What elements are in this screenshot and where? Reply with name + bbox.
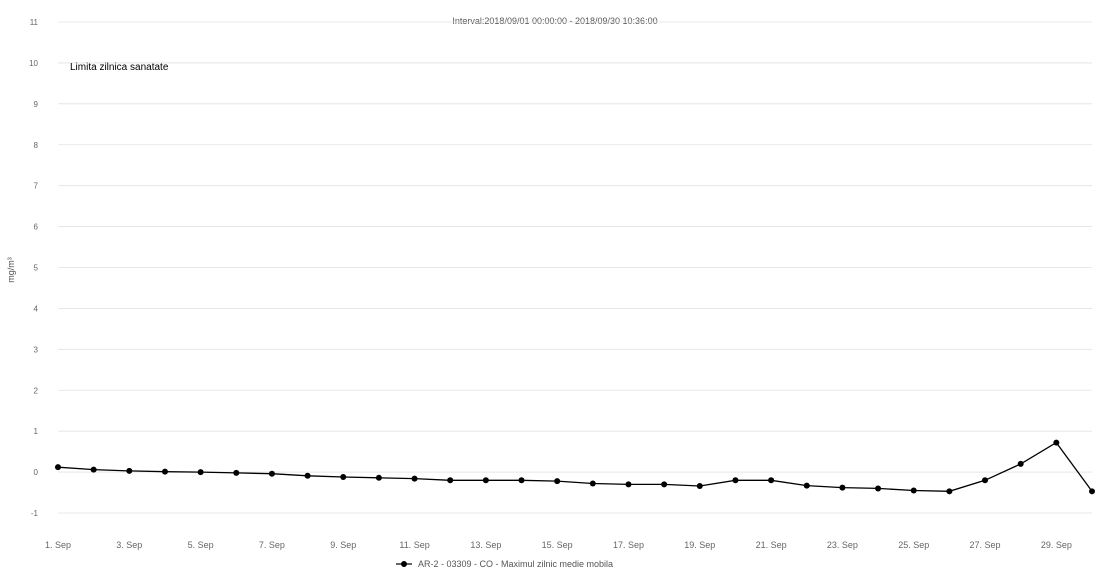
x-tick-label: 5. Sep xyxy=(188,540,214,550)
y-tick-label: -1 xyxy=(31,509,39,518)
y-axis-label: mg/m³ xyxy=(6,257,16,283)
data-point[interactable] xyxy=(197,469,204,476)
y-tick-label: 10 xyxy=(29,59,38,68)
y-tick-label: 8 xyxy=(34,141,39,150)
data-point[interactable] xyxy=(375,474,382,481)
legend-marker xyxy=(401,561,407,567)
x-tick-label: 13. Sep xyxy=(470,540,501,550)
data-point[interactable] xyxy=(696,482,703,489)
data-point[interactable] xyxy=(732,477,739,484)
x-tick-label: 23. Sep xyxy=(827,540,858,550)
data-point[interactable] xyxy=(982,477,989,484)
series-layer xyxy=(55,439,1095,495)
y-tick-label: 2 xyxy=(34,386,39,395)
x-tick-label: 7. Sep xyxy=(259,540,285,550)
data-point[interactable] xyxy=(233,469,240,476)
data-point[interactable] xyxy=(661,481,668,488)
data-point[interactable] xyxy=(482,477,489,484)
x-tick-label: 25. Sep xyxy=(898,540,929,550)
series-line xyxy=(57,441,1093,492)
data-point[interactable] xyxy=(803,482,810,489)
data-point[interactable] xyxy=(304,472,311,479)
data-point[interactable] xyxy=(126,467,133,474)
data-point[interactable] xyxy=(554,478,561,485)
x-tick-label: 3. Sep xyxy=(116,540,142,550)
data-point[interactable] xyxy=(875,485,882,492)
data-point[interactable] xyxy=(1053,439,1060,446)
data-point[interactable] xyxy=(589,480,596,487)
legend-label: AR-2 - 03309 - CO - Maximul zilnic medie… xyxy=(418,559,613,569)
data-point[interactable] xyxy=(768,477,775,484)
gridlines xyxy=(58,21,1092,514)
data-point[interactable] xyxy=(447,477,454,484)
y-tick-label: 4 xyxy=(34,304,39,313)
data-point[interactable] xyxy=(839,484,846,491)
data-point[interactable] xyxy=(910,487,917,494)
data-point[interactable] xyxy=(1089,488,1095,495)
data-point[interactable] xyxy=(411,475,418,482)
limit-annotation: Limita zilnica sanatate xyxy=(70,62,169,73)
y-tick-label: 5 xyxy=(34,264,39,273)
data-point[interactable] xyxy=(1017,460,1024,467)
x-tick-label: 29. Sep xyxy=(1041,540,1072,550)
data-point[interactable] xyxy=(268,470,275,477)
x-tick-label: 11. Sep xyxy=(399,540,429,550)
y-axis-ticks: -1 0 1 2 3 4 5 6 7 8 9 10 11 xyxy=(29,18,38,518)
y-tick-label: 11 xyxy=(30,18,39,27)
x-tick-label: 21. Sep xyxy=(756,540,787,550)
y-tick-label: 1 xyxy=(34,427,39,436)
data-point[interactable] xyxy=(946,488,953,495)
y-tick-label: 0 xyxy=(34,468,39,477)
y-tick-label: 3 xyxy=(34,345,39,354)
legend[interactable]: AR-2 - 03309 - CO - Maximul zilnic medie… xyxy=(396,559,613,569)
data-point[interactable] xyxy=(340,473,347,480)
data-point[interactable] xyxy=(625,481,632,488)
y-tick-label: 6 xyxy=(34,223,39,232)
data-point[interactable] xyxy=(161,468,168,475)
x-tick-label: 1. Sep xyxy=(45,540,71,550)
data-point[interactable] xyxy=(90,466,97,473)
data-point[interactable] xyxy=(518,477,525,484)
x-tick-label: 27. Sep xyxy=(970,540,1001,550)
data-point[interactable] xyxy=(55,464,61,471)
x-tick-label: 19. Sep xyxy=(684,540,715,550)
chart-subtitle: Interval:2018/09/01 00:00:00 - 2018/09/3… xyxy=(452,16,657,26)
x-tick-label: 9. Sep xyxy=(330,540,356,550)
x-tick-label: 17. Sep xyxy=(613,540,644,550)
y-tick-label: 9 xyxy=(34,100,39,109)
y-tick-label: 7 xyxy=(34,182,39,191)
x-axis-ticks: 1. Sep 3. Sep 5. Sep 7. Sep 9. Sep 11. Sep 13.… xyxy=(45,540,1072,550)
x-tick-label: 15. Sep xyxy=(542,540,573,550)
